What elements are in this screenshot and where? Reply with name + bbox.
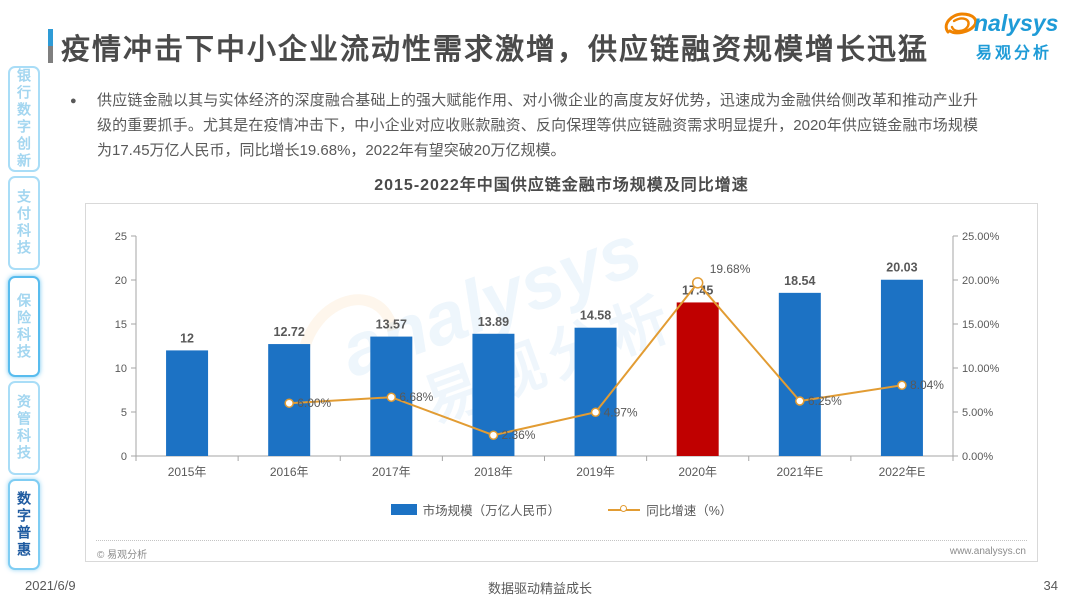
legend-market-size: 市场规模（万亿人民币） [390,500,561,519]
line-marker-2016年 [284,398,294,408]
svg-text:2016年: 2016年 [270,465,309,479]
svg-text:2019年: 2019年 [576,465,615,479]
sidebar-item-label: 数字普惠 [16,490,32,559]
svg-text:5.00%: 5.00% [962,407,993,419]
svg-text:20.00%: 20.00% [962,275,1000,287]
bar-2022年E [880,279,923,456]
title-accent-gray [48,46,53,63]
sidebar-item-label: 支付科技 [16,189,32,257]
legend-growth-rate: 同比增速（%） [608,500,732,519]
line-marker-2017年 [386,392,397,402]
analysys-logo: nalysys 易观分析 [944,10,1070,64]
svg-text:4.97%: 4.97% [604,405,638,419]
sidebar-item-payment-tech[interactable]: 支付科技 [8,176,40,270]
svg-text:20: 20 [115,275,127,287]
legend-label: 同比增速（%） [646,504,733,518]
bar-2019年 [574,327,617,456]
svg-text:20.03: 20.03 [886,261,917,275]
footer-date: 2021/6/9 [25,578,76,593]
bar-2015年 [166,350,209,456]
svg-text:13.57: 13.57 [376,318,407,332]
svg-text:2020年: 2020年 [678,465,717,479]
sidebar-item-asset-mgmt-tech[interactable]: 资管科技 [8,381,40,475]
line-marker-2021年E [795,396,805,406]
analysys-swirl-icon [944,12,978,35]
sidebar-item-digital-inclusion[interactable]: 数字普惠 [8,479,40,570]
page-number: 34 [1043,578,1058,593]
summary-text: 供应链金融以其与实体经济的深度融合基础上的强大赋能作用、对小微企业的高度友好优势… [97,92,978,159]
website-text: www.analysys.cn [949,546,1026,557]
svg-text:19.68%: 19.68% [710,262,751,276]
chart-legend: 市场规模（万亿人民币） 同比增速（%） [86,500,1037,519]
page-title: 疫情冲击下中小企业流动性需求激增，供应链融资规模增长迅猛 [61,34,930,66]
svg-text:2018年: 2018年 [474,465,513,479]
title-accent-blue [48,29,53,46]
svg-text:12.72: 12.72 [274,325,305,339]
svg-text:0: 0 [121,451,127,463]
line-marker-2019年 [590,407,601,418]
sidebar-item-banking-digital-innovation[interactable]: 银行数字创新 [8,66,40,172]
svg-text:18.54: 18.54 [784,274,815,288]
footer-slogan: 数据驱动精益成长 [487,581,592,596]
chart-title: 2015-2022年中国供应链金融市场规模及同比增速 [374,177,749,194]
svg-text:2017年: 2017年 [372,465,411,479]
svg-text:2022年E: 2022年E [879,465,926,479]
legend-label: 市场规模（万亿人民币） [422,504,561,518]
svg-text:25.00%: 25.00% [962,231,1000,243]
svg-text:13.89: 13.89 [478,315,509,329]
svg-text:8.04%: 8.04% [910,378,944,392]
svg-text:2021年E: 2021年E [776,465,823,479]
line-marker-2018年 [488,430,499,440]
sidebar-item-label: 银行数字创新 [16,68,32,170]
logo-chinese-name: 易观分析 [976,45,1053,62]
line-marker-2020年 [691,277,704,289]
svg-text:6.68%: 6.68% [399,390,433,404]
svg-text:2.36%: 2.36% [501,428,535,442]
svg-text:15: 15 [115,319,127,331]
svg-text:10.00%: 10.00% [962,363,1000,375]
combo-chart: 0 5 10 15 20 25 0.00% 5.00% 10.00% 15.00% 20.00% 25… [115,231,1000,479]
svg-text:15.00%: 15.00% [962,319,1000,331]
sidebar-item-insurance-tech[interactable]: 保险科技 [8,276,40,377]
line-marker-2022年E [897,380,907,390]
svg-text:0.00%: 0.00% [962,451,993,463]
svg-text:2015年: 2015年 [168,465,207,479]
legend-line-icon [608,505,641,514]
svg-text:6.00%: 6.00% [297,396,331,410]
svg-text:6.25%: 6.25% [808,394,842,408]
summary-block: ● 供应链金融以其与实体经济的深度融合基础上的强大赋能作用、对小微企业的高度友好… [70,88,978,163]
svg-text:25: 25 [115,231,127,243]
panel-divider [96,540,1027,541]
title-accent-bar [48,29,53,63]
svg-text:5: 5 [121,407,127,419]
svg-text:10: 10 [115,363,127,375]
bullet-icon: ● [70,95,77,107]
svg-text:12: 12 [180,331,194,345]
copyright-text: © 易观分析 [97,550,148,561]
logo-wordmark: nalysys [974,10,1059,36]
chart-panel: analysys 易观分析 0 5 10 15 20 25 0.00% 5.00% 10.00%… [85,203,1038,562]
svg-text:14.58: 14.58 [580,309,611,323]
sidebar-item-label: 资管科技 [16,394,32,462]
bar-2021年E [778,292,821,456]
legend-bar-swatch [390,504,417,515]
bar-2020年 [676,302,719,456]
sidebar-item-label: 保险科技 [16,292,32,361]
